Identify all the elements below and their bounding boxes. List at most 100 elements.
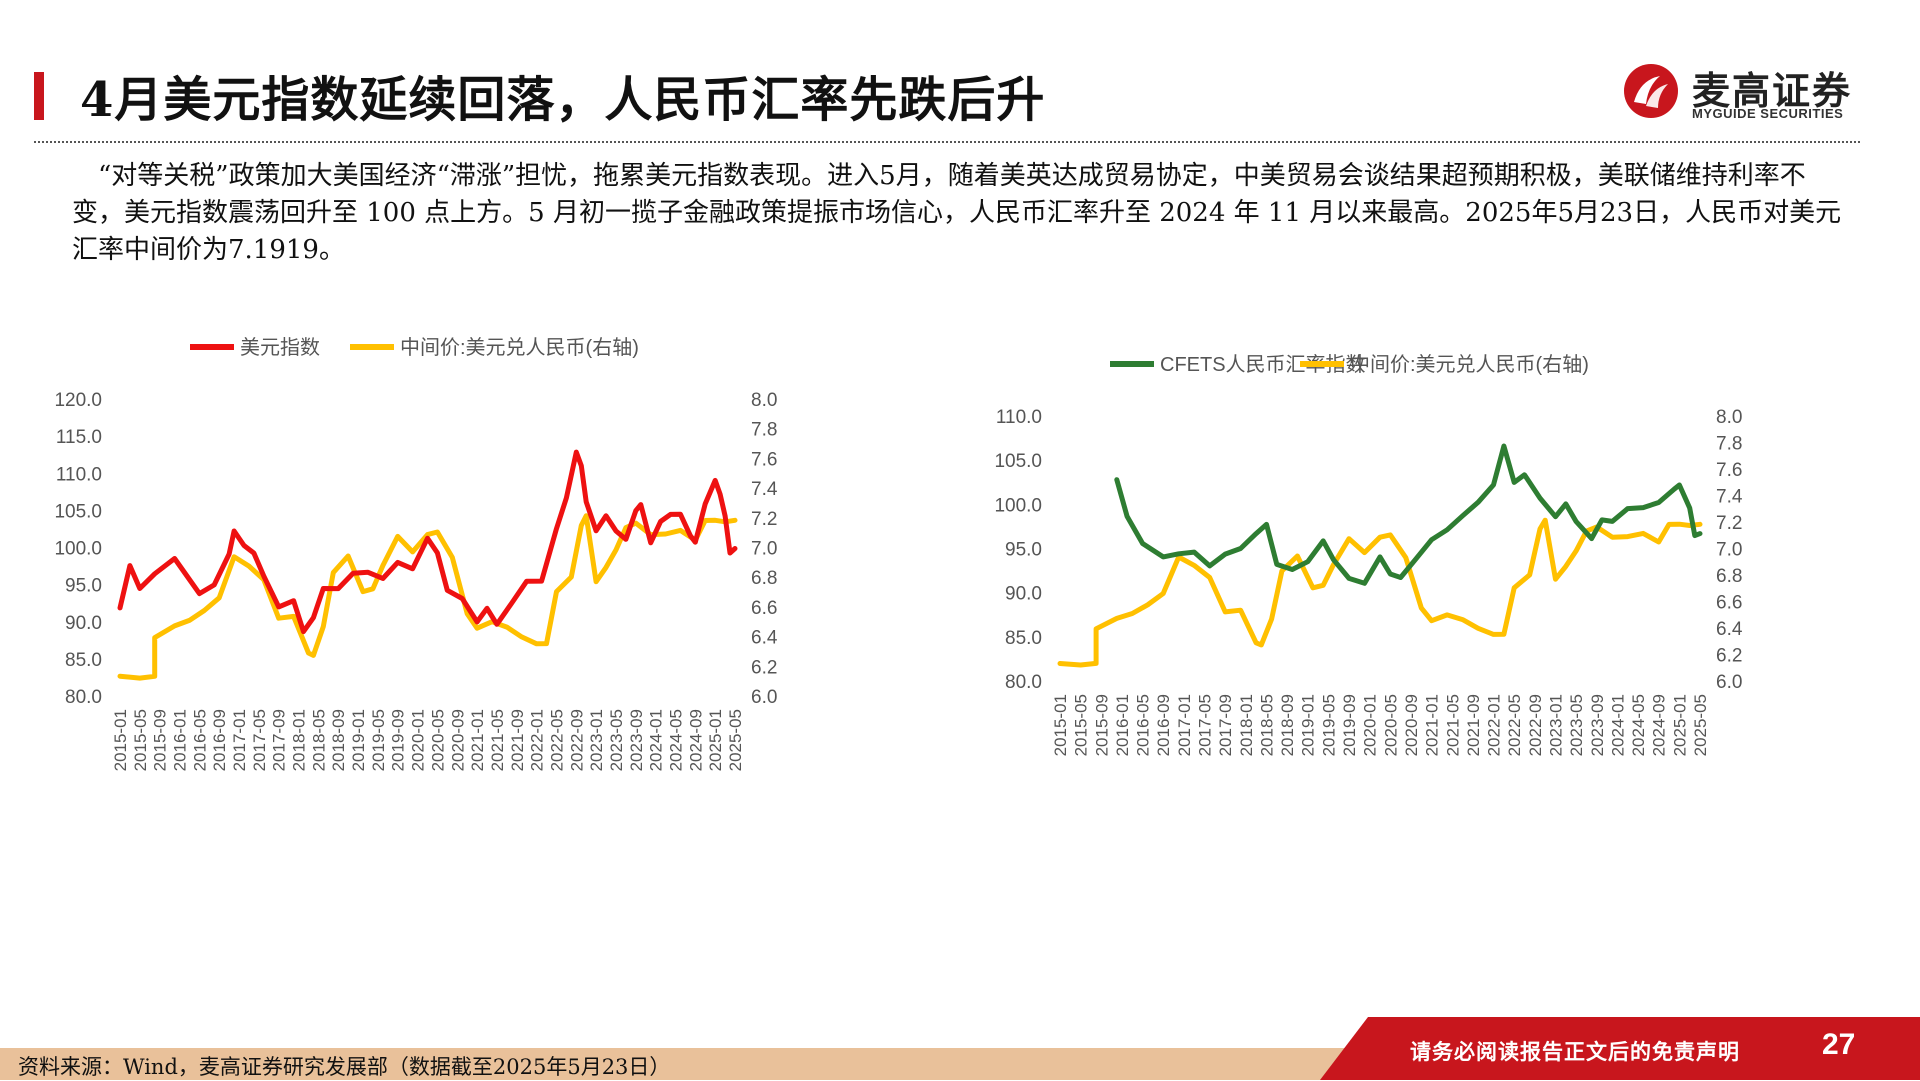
y-tick-label-right: 7.2	[751, 509, 777, 530]
x-tick-label: 2015-09	[151, 709, 170, 771]
x-tick-label: 2022-01	[1485, 694, 1504, 756]
x-tick-label: 2017-05	[1196, 694, 1215, 756]
x-tick-label: 2018-01	[1237, 694, 1256, 756]
x-tick-label: 2019-01	[349, 709, 368, 771]
logo-mark-icon	[1624, 64, 1678, 118]
x-tick-label: 2022-05	[547, 709, 566, 771]
x-tick-label: 2025-01	[706, 709, 725, 771]
x-tick-label: 2023-05	[607, 709, 626, 771]
x-tick-label: 2021-09	[1464, 694, 1483, 756]
x-tick-label: 2019-05	[1319, 694, 1338, 756]
logo-english-name: MYGUIDE SECURITIES	[1692, 106, 1844, 121]
x-tick-label: 2024-05	[1629, 694, 1648, 756]
y-tick-label-right: 7.4	[751, 479, 778, 500]
y-tick-label-right: 6.6	[1716, 593, 1742, 614]
y-tick-label-left: 100.0	[54, 539, 102, 560]
x-tick-label: 2015-01	[1051, 694, 1070, 756]
series-line-cny-mid	[1057, 517, 1703, 668]
y-tick-label-right: 6.0	[1716, 672, 1742, 693]
x-tick-label: 2021-01	[468, 709, 487, 771]
page-title: 4月美元指数延续回落，人民币汇率先跌后升	[80, 72, 1046, 128]
x-tick-label: 2019-09	[389, 709, 408, 771]
x-tick-label: 2019-09	[1340, 694, 1359, 756]
x-tick-label: 2016-01	[171, 709, 190, 771]
x-tick-label: 2022-01	[528, 709, 547, 771]
x-tick-label: 2022-09	[1526, 694, 1545, 756]
x-tick-label: 2017-01	[230, 709, 249, 771]
x-tick-label: 2024-01	[647, 709, 666, 771]
y-tick-label-right: 7.2	[1716, 513, 1742, 534]
x-tick-label: 2020-09	[448, 709, 467, 771]
logo-chinese-name: 麦高证券	[1692, 69, 1853, 113]
x-tick-label: 2016-01	[1113, 694, 1132, 756]
y-tick-label-right: 7.6	[751, 449, 777, 470]
y-tick-label-right: 6.8	[751, 568, 777, 589]
y-tick-label-left: 95.0	[65, 576, 102, 597]
x-tick-label: 2021-01	[1423, 694, 1442, 756]
x-tick-label: 2015-05	[131, 709, 150, 771]
y-tick-label-right: 7.0	[1716, 540, 1742, 561]
x-tick-label: 2015-01	[111, 709, 130, 771]
x-tick-label: 2025-01	[1670, 694, 1689, 756]
x-tick-label: 2016-09	[210, 709, 229, 771]
x-tick-label: 2021-05	[488, 709, 507, 771]
y-tick-label-right: 6.2	[751, 657, 777, 678]
x-tick-label: 2017-09	[270, 709, 289, 771]
x-tick-label: 2025-05	[726, 709, 745, 771]
x-tick-label: 2023-09	[1588, 694, 1607, 756]
y-tick-label-left: 85.0	[1005, 628, 1042, 649]
x-tick-label: 2017-09	[1216, 694, 1235, 756]
x-tick-label: 2021-05	[1443, 694, 1462, 756]
y-tick-label-left: 80.0	[1005, 672, 1042, 693]
company-logo: 麦高证券 MYGUIDE SECURITIES	[1622, 58, 1862, 128]
series-line-cfets	[1114, 443, 1703, 586]
legend-label: CFETS人民币汇率指数	[1160, 353, 1366, 376]
legend-label: 中间价:美元兑人民币(右轴)	[400, 336, 639, 359]
y-tick-label-left: 90.0	[1005, 584, 1042, 605]
x-tick-label: 2017-05	[250, 709, 269, 771]
y-tick-label-right: 6.6	[751, 598, 777, 619]
y-tick-label-left: 105.0	[54, 501, 102, 522]
legend-label: 中间价:美元兑人民币(右轴)	[1350, 353, 1589, 376]
chart-cfets-svg: 110.0 105.0 100.0 95.0 90.0 85.0 80.0 8.0 7.8 7.6…	[994, 353, 1743, 756]
y-tick-label-right: 7.6	[1716, 460, 1742, 481]
x-tick-label: 2024-09	[1650, 694, 1669, 756]
disclaimer-text: 请务必阅读报告正文后的免责声明	[1410, 1040, 1740, 1064]
y-tick-label-right: 7.8	[1716, 434, 1742, 455]
x-tick-label: 2016-05	[190, 709, 209, 771]
y-tick-label-left: 95.0	[1005, 540, 1042, 561]
x-tick-label: 2016-09	[1154, 694, 1173, 756]
x-tick-label: 2022-05	[1505, 694, 1524, 756]
legend-label: 美元指数	[240, 336, 320, 359]
x-tick-label: 2020-01	[1361, 694, 1380, 756]
x-tick-label: 2023-01	[587, 709, 606, 771]
footer-red-banner	[1320, 1017, 1920, 1080]
x-tick-label: 2024-01	[1608, 694, 1627, 756]
x-tick-label: 2025-05	[1691, 694, 1710, 756]
chart-cfets-vs-cny: 110.0 105.0 100.0 95.0 90.0 85.0 80.0 8.0 7.8 7.6…	[980, 342, 1900, 902]
x-tick-label: 2018-01	[290, 709, 309, 771]
y-tick-label-left: 80.0	[65, 687, 102, 708]
x-tick-label: 2023-05	[1567, 694, 1586, 756]
y-tick-label-right: 6.4	[751, 628, 778, 649]
x-tick-label: 2018-05	[309, 709, 328, 771]
page-number: 27	[1822, 1028, 1856, 1061]
y-tick-label-right: 6.4	[1716, 619, 1743, 640]
x-tick-label: 2023-09	[627, 709, 646, 771]
x-tick-label: 2020-05	[428, 709, 447, 771]
summary-paragraph: “对等关税”政策加大美国经济“滞涨”担忧，拖累美元指数表现。进入5月，随着美英达…	[72, 161, 1842, 265]
y-tick-label-left: 110.0	[56, 464, 102, 485]
series-line-usd-index	[117, 449, 738, 635]
x-tick-label: 2018-09	[329, 709, 348, 771]
y-tick-label-left: 120.0	[54, 390, 102, 411]
data-source-note: 资料来源：Wind，麦高证券研究发展部（数据截至2025年5月23日）	[18, 1055, 671, 1079]
x-tick-label: 2020-09	[1402, 694, 1421, 756]
x-tick-label: 2018-09	[1278, 694, 1297, 756]
y-tick-label-right: 7.0	[751, 539, 777, 560]
x-tick-label: 2015-09	[1092, 694, 1111, 756]
x-tick-label: 2016-05	[1134, 694, 1153, 756]
chart-usd-index-vs-cny: 120.0 115.0 110.0 105.0 100.0 95.0 90.0 85.0 80.…	[30, 325, 930, 885]
y-tick-label-right: 6.0	[751, 687, 777, 708]
y-tick-label-left: 90.0	[65, 613, 102, 634]
series-line-cny-mid	[117, 513, 738, 681]
